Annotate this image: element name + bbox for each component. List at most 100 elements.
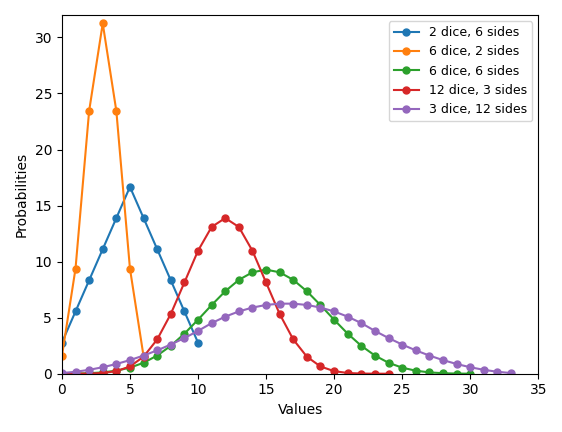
6 dice, 6 sides	[222, 289, 229, 294]
12 dice, 3 sides	[86, 371, 93, 376]
6 dice, 6 sides	[209, 302, 215, 308]
3 dice, 12 sides	[154, 348, 161, 353]
6 dice, 2 sides	[72, 266, 79, 271]
6 dice, 6 sides	[385, 360, 392, 365]
2 dice, 6 sides	[99, 247, 106, 252]
Line: 6 dice, 6 sides: 6 dice, 6 sides	[58, 266, 474, 377]
6 dice, 2 sides	[140, 354, 147, 359]
12 dice, 3 sides	[277, 311, 283, 317]
12 dice, 3 sides	[249, 248, 256, 254]
3 dice, 12 sides	[209, 321, 215, 326]
12 dice, 3 sides	[358, 371, 365, 376]
3 dice, 12 sides	[371, 328, 378, 334]
6 dice, 6 sides	[140, 360, 147, 365]
6 dice, 6 sides	[167, 343, 174, 349]
6 dice, 6 sides	[290, 277, 297, 283]
6 dice, 6 sides	[194, 317, 201, 322]
3 dice, 12 sides	[262, 302, 269, 308]
12 dice, 3 sides	[385, 371, 392, 376]
3 dice, 12 sides	[86, 367, 93, 372]
3 dice, 12 sides	[181, 336, 188, 341]
12 dice, 3 sides	[194, 248, 201, 254]
12 dice, 3 sides	[262, 280, 269, 285]
3 dice, 12 sides	[481, 367, 487, 372]
6 dice, 6 sides	[72, 371, 79, 376]
2 dice, 6 sides	[154, 247, 161, 252]
12 dice, 3 sides	[181, 280, 188, 285]
12 dice, 3 sides	[290, 337, 297, 342]
12 dice, 3 sides	[113, 368, 120, 374]
12 dice, 3 sides	[345, 370, 351, 375]
2 dice, 6 sides	[194, 340, 201, 345]
12 dice, 3 sides	[303, 354, 310, 359]
6 dice, 6 sides	[439, 371, 446, 376]
6 dice, 6 sides	[453, 371, 460, 376]
6 dice, 6 sides	[262, 267, 269, 272]
12 dice, 3 sides	[99, 370, 106, 375]
3 dice, 12 sides	[330, 309, 337, 314]
X-axis label: Values: Values	[278, 403, 323, 417]
3 dice, 12 sides	[385, 336, 392, 341]
3 dice, 12 sides	[467, 365, 474, 370]
3 dice, 12 sides	[439, 358, 446, 363]
6 dice, 6 sides	[467, 371, 474, 376]
6 dice, 2 sides	[58, 354, 65, 359]
12 dice, 3 sides	[317, 364, 324, 369]
12 dice, 3 sides	[126, 364, 133, 369]
2 dice, 6 sides	[86, 278, 93, 283]
2 dice, 6 sides	[126, 184, 133, 190]
12 dice, 3 sides	[235, 224, 242, 229]
12 dice, 3 sides	[140, 354, 147, 359]
6 dice, 6 sides	[249, 270, 256, 275]
6 dice, 2 sides	[86, 108, 93, 114]
6 dice, 6 sides	[303, 289, 310, 294]
2 dice, 6 sides	[140, 216, 147, 221]
12 dice, 3 sides	[58, 371, 65, 376]
Y-axis label: Probabilities: Probabilities	[15, 152, 29, 237]
Line: 12 dice, 3 sides: 12 dice, 3 sides	[58, 215, 392, 377]
3 dice, 12 sides	[317, 305, 324, 310]
3 dice, 12 sides	[235, 309, 242, 314]
6 dice, 6 sides	[99, 370, 106, 375]
6 dice, 6 sides	[330, 317, 337, 322]
2 dice, 6 sides	[58, 340, 65, 345]
6 dice, 6 sides	[317, 302, 324, 308]
6 dice, 6 sides	[181, 331, 188, 336]
3 dice, 12 sides	[222, 314, 229, 319]
6 dice, 2 sides	[113, 108, 120, 114]
3 dice, 12 sides	[99, 365, 106, 370]
3 dice, 12 sides	[345, 314, 351, 319]
6 dice, 6 sides	[154, 353, 161, 358]
3 dice, 12 sides	[167, 342, 174, 347]
6 dice, 6 sides	[126, 365, 133, 370]
3 dice, 12 sides	[290, 301, 297, 306]
Line: 3 dice, 12 sides: 3 dice, 12 sides	[58, 300, 514, 377]
6 dice, 6 sides	[277, 270, 283, 275]
12 dice, 3 sides	[371, 371, 378, 376]
12 dice, 3 sides	[72, 371, 79, 376]
6 dice, 2 sides	[99, 21, 106, 26]
12 dice, 3 sides	[154, 337, 161, 342]
2 dice, 6 sides	[72, 309, 79, 314]
6 dice, 6 sides	[345, 331, 351, 336]
3 dice, 12 sides	[399, 342, 406, 347]
6 dice, 6 sides	[113, 368, 120, 373]
3 dice, 12 sides	[140, 353, 147, 358]
12 dice, 3 sides	[167, 311, 174, 317]
Line: 6 dice, 2 sides: 6 dice, 2 sides	[58, 20, 147, 360]
3 dice, 12 sides	[194, 328, 201, 334]
6 dice, 6 sides	[58, 371, 65, 376]
6 dice, 6 sides	[358, 343, 365, 349]
12 dice, 3 sides	[330, 368, 337, 374]
Legend: 2 dice, 6 sides, 6 dice, 2 sides, 6 dice, 6 sides, 12 dice, 3 sides, 3 dice, 12 : 2 dice, 6 sides, 6 dice, 2 sides, 6 dice…	[389, 21, 532, 121]
12 dice, 3 sides	[222, 216, 229, 221]
3 dice, 12 sides	[413, 348, 419, 353]
3 dice, 12 sides	[58, 371, 65, 376]
3 dice, 12 sides	[113, 362, 120, 367]
6 dice, 6 sides	[399, 365, 406, 370]
6 dice, 6 sides	[371, 353, 378, 358]
2 dice, 6 sides	[181, 309, 188, 314]
6 dice, 6 sides	[413, 368, 419, 373]
3 dice, 12 sides	[126, 358, 133, 363]
3 dice, 12 sides	[507, 371, 514, 376]
